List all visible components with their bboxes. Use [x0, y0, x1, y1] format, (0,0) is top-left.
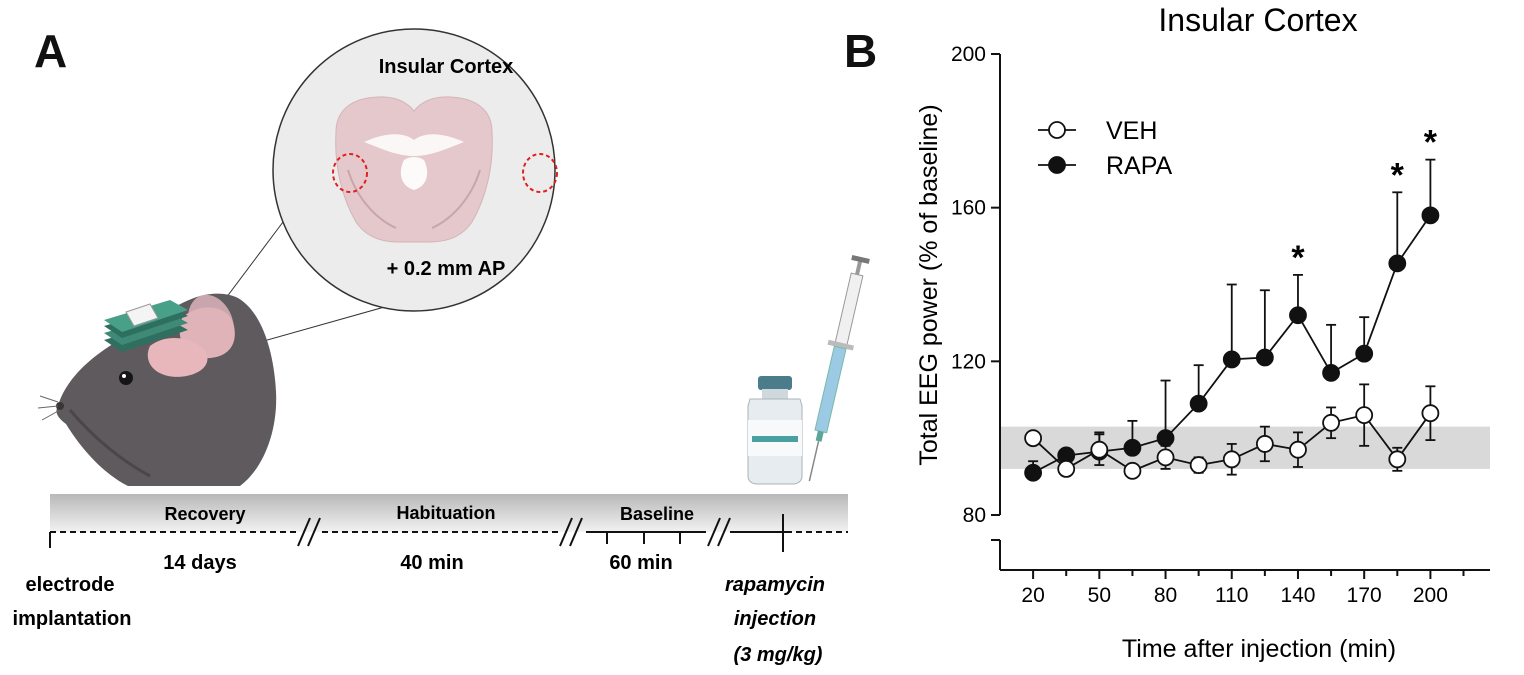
panel-a-letter: A: [34, 25, 68, 77]
brain-section-icon: [332, 96, 558, 243]
veh-point: [1255, 435, 1274, 453]
inset-title: Insular Cortex: [379, 56, 513, 78]
rapa-point: [1123, 438, 1142, 457]
x-tick-label: 140: [1280, 584, 1315, 607]
rapa-point: [1322, 363, 1340, 382]
veh-point: [1156, 448, 1175, 467]
legend-rapa-marker: [1048, 156, 1066, 174]
baseline-band: [1000, 426, 1490, 469]
end-label-line2: injection: [734, 608, 816, 630]
y-tick-label: 80: [963, 504, 986, 527]
x-tick-label: 80: [1154, 584, 1177, 607]
rapa-point: [1388, 254, 1407, 273]
panel-a-illustration: Insular Cortex + 0.2 mm AP: [13, 28, 870, 666]
start-label-line1: electrode: [26, 574, 115, 596]
end-label-line1: rapamycin: [725, 574, 825, 596]
y-axis-label: Total EEG power (% of baseline): [915, 104, 943, 465]
veh-point: [1322, 413, 1340, 432]
electrode-headstage-icon: [104, 300, 188, 352]
timeline-bar: [50, 494, 848, 532]
significance-star: *: [1291, 239, 1305, 277]
duration-recovery: 14 days: [163, 552, 236, 574]
veh-point: [1123, 461, 1142, 480]
phase-recovery: Recovery: [164, 504, 245, 524]
timeline-axis: [49, 514, 848, 552]
x-tick-label: 110: [1215, 584, 1248, 607]
legend-rapa-label: RAPA: [1106, 152, 1173, 180]
legend-veh-marker: [1048, 121, 1066, 139]
phase-habituation: Habituation: [397, 503, 496, 523]
veh-point: [1090, 440, 1109, 459]
veh-point: [1189, 456, 1208, 474]
x-tick-label: 50: [1088, 584, 1111, 607]
duration-habituation: 40 min: [400, 552, 463, 574]
eeg-power-chart: Insular Cortex Time after injection (min…: [915, 2, 1490, 663]
veh-point: [1355, 406, 1374, 425]
phase-baseline: Baseline: [620, 504, 694, 524]
x-tick-label: 170: [1347, 584, 1382, 607]
rapa-point: [1156, 429, 1175, 448]
significance-star: *: [1424, 124, 1438, 162]
rapa-point: [1189, 394, 1208, 413]
rapa-point: [1255, 348, 1274, 367]
rapa-point: [1222, 350, 1241, 369]
y-tick-label: 160: [951, 197, 986, 220]
veh-point: [1421, 404, 1440, 423]
veh-point: [1388, 450, 1407, 469]
veh-point: [1222, 450, 1241, 469]
end-label-line3: (3 mg/kg): [734, 644, 823, 666]
significance-star: *: [1391, 156, 1405, 194]
inset-coordinate: + 0.2 mm AP: [387, 258, 506, 280]
x-tick-label: 200: [1413, 584, 1448, 607]
rapa-point: [1421, 206, 1440, 225]
y-tick-label: 200: [951, 43, 986, 66]
vial-icon: [747, 376, 803, 485]
veh-point: [1057, 459, 1076, 478]
rapa-point: [1289, 306, 1307, 325]
veh-point: [1289, 440, 1307, 459]
rapa-point: [1355, 344, 1374, 363]
x-axis-label: Time after injection (min): [1122, 635, 1396, 663]
rapa-point: [1024, 463, 1043, 482]
syringe-icon: [808, 254, 870, 482]
start-label-line2: implantation: [13, 608, 132, 630]
veh-point: [1024, 429, 1043, 448]
rat-head-icon: [37, 293, 277, 486]
y-tick-label: 120: [951, 350, 986, 373]
legend-veh-label: VEH: [1106, 117, 1157, 145]
duration-baseline: 60 min: [609, 552, 672, 574]
x-tick-label: 20: [1021, 584, 1044, 607]
panel-b-letter: B: [844, 25, 878, 77]
chart-title: Insular Cortex: [1158, 2, 1357, 38]
